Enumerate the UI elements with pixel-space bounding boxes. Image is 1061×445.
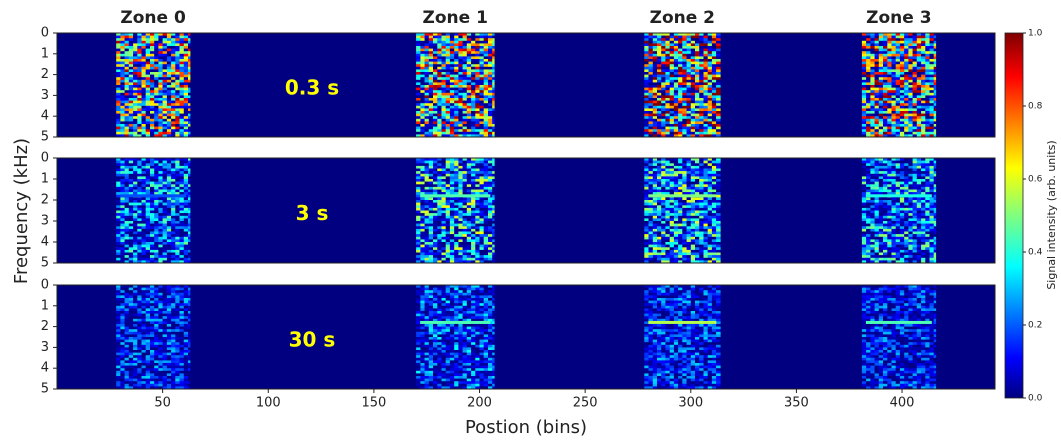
colorbar-label: Signal intensity (arb. units) <box>1045 140 1058 289</box>
y-tick-label: 2 <box>41 67 49 82</box>
x-tick-label: 400 <box>890 396 915 411</box>
panel-label: 0.3 s <box>285 76 339 100</box>
colorbar-tick-label: 0.8 <box>1028 102 1043 112</box>
y-tick-label: 4 <box>41 109 49 124</box>
signal-line <box>866 194 932 197</box>
y-tick-label: 1 <box>41 172 49 187</box>
panel-background <box>57 285 995 389</box>
signal-line <box>648 321 716 324</box>
zone-title: Zone 2 <box>650 8 715 28</box>
zone-region <box>644 33 720 137</box>
zone-region <box>116 33 190 137</box>
y-tick-label: 1 <box>41 298 49 313</box>
zone-region <box>416 33 495 137</box>
zone-region <box>862 158 936 263</box>
signal-line <box>648 194 716 197</box>
signal-line <box>866 321 932 324</box>
y-tick-label: 3 <box>41 340 49 355</box>
x-tick-label: 150 <box>361 396 386 411</box>
signal-line <box>120 194 186 197</box>
x-tick-label: 200 <box>467 396 492 411</box>
x-tick-label: 50 <box>154 396 171 411</box>
panel-background <box>57 158 995 263</box>
y-tick-label: 5 <box>41 256 49 271</box>
x-tick-label: 250 <box>573 396 598 411</box>
zone-title: Zone 0 <box>120 8 186 28</box>
zone-region <box>862 33 936 137</box>
y-tick-label: 0 <box>41 151 49 166</box>
y-axis-label: Frequency (kHz) <box>11 138 32 284</box>
x-tick-label: 100 <box>256 396 281 411</box>
y-tick-label: 4 <box>41 235 49 250</box>
colorbar-tick-label: 0.2 <box>1028 321 1042 331</box>
zone-title: Zone 3 <box>866 8 931 28</box>
zone-region <box>416 285 495 389</box>
signal-line <box>420 321 490 324</box>
colorbar-tick-label: 0.0 <box>1028 394 1043 404</box>
y-tick-label: 0 <box>41 278 49 293</box>
signal-line <box>420 194 490 197</box>
y-tick-label: 5 <box>41 382 49 397</box>
y-tick-label: 5 <box>41 130 49 145</box>
y-tick-label: 4 <box>41 361 49 376</box>
x-tick-label: 300 <box>678 396 703 411</box>
zone-region <box>116 158 190 263</box>
zone-region <box>416 158 495 263</box>
x-tick-label: 350 <box>784 396 809 411</box>
colorbar-tick-label: 1.0 <box>1028 29 1043 39</box>
colorbar-tick-label: 0.6 <box>1028 175 1043 185</box>
zone-region <box>862 285 936 389</box>
colorbar <box>1005 33 1023 398</box>
zone-region <box>116 285 190 389</box>
zone-region <box>644 158 720 263</box>
zone-title: Zone 1 <box>423 8 488 28</box>
zone-region <box>644 285 720 389</box>
panel-label: 30 s <box>289 328 336 352</box>
x-axis-label: Postion (bins) <box>465 417 587 438</box>
panel-background <box>57 33 995 137</box>
y-tick-label: 3 <box>41 88 49 103</box>
panel-label: 3 s <box>296 201 329 225</box>
y-tick-label: 1 <box>41 46 49 61</box>
y-tick-label: 2 <box>41 193 49 208</box>
y-tick-label: 2 <box>41 319 49 334</box>
y-tick-label: 0 <box>41 26 49 41</box>
y-tick-label: 3 <box>41 214 49 229</box>
colorbar-tick-label: 0.4 <box>1028 248 1043 258</box>
